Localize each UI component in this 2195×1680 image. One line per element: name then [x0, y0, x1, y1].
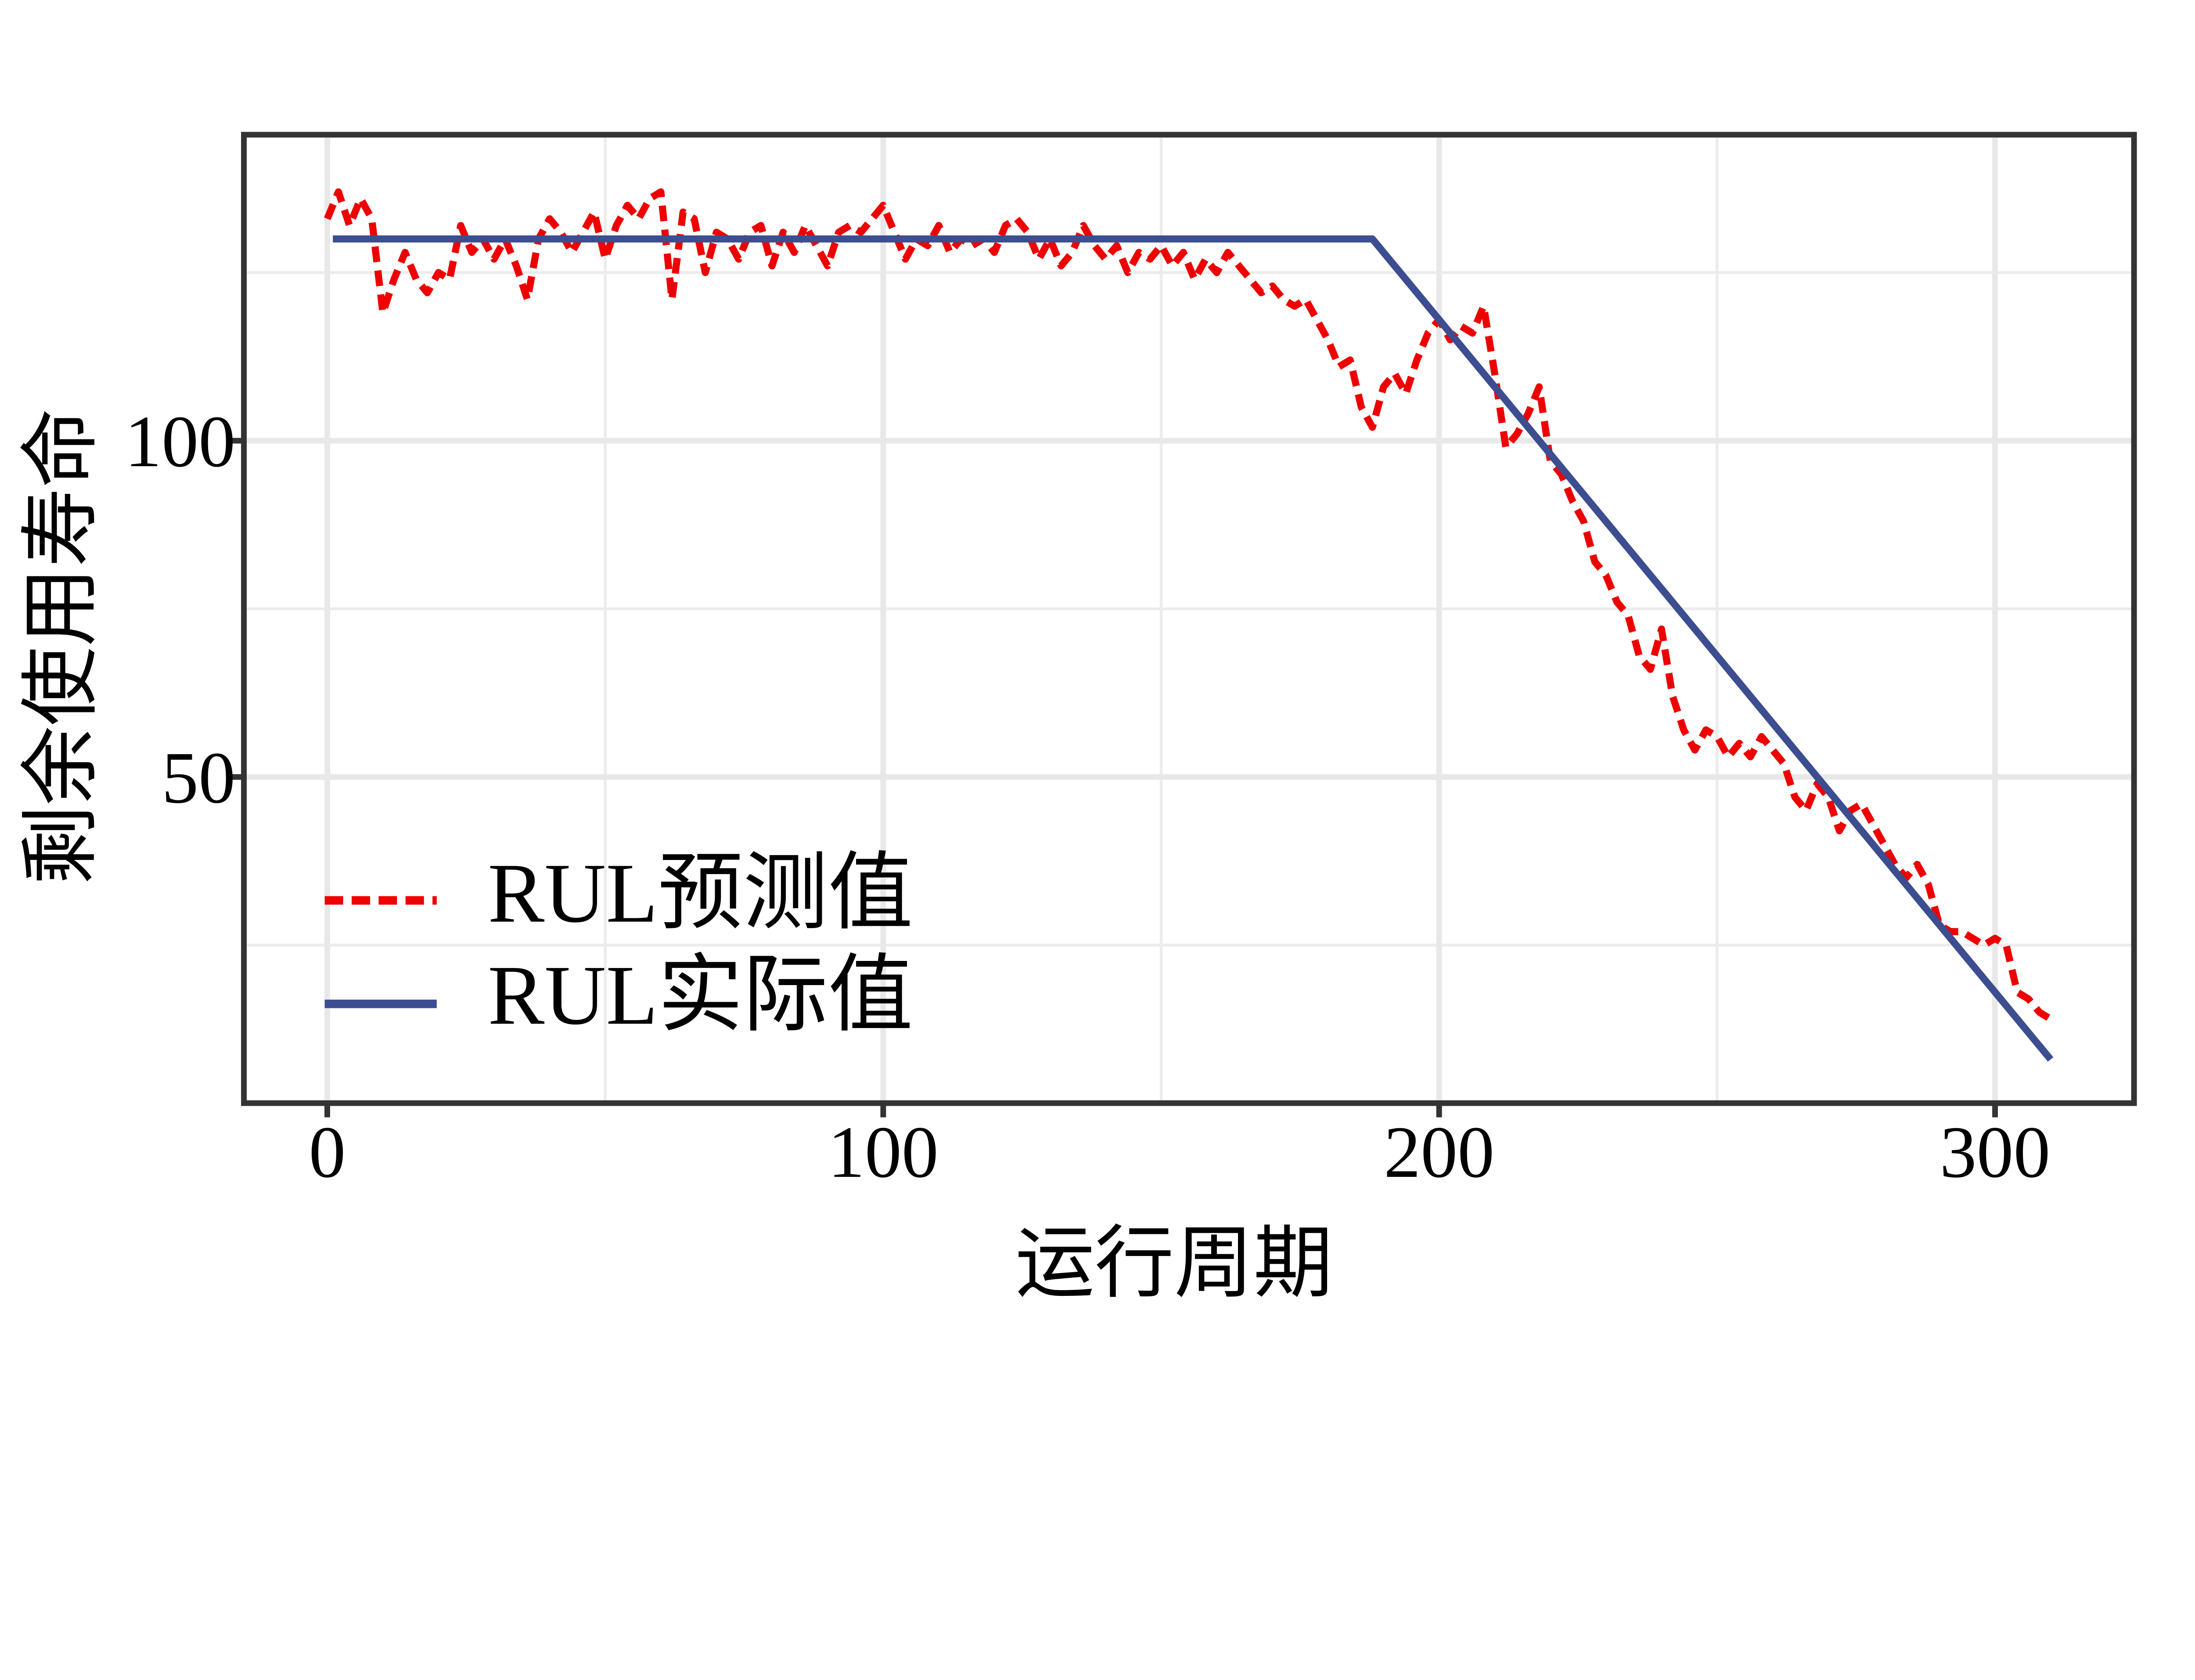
- ticks: 0 100 200 300 50 100: [125, 401, 2050, 1193]
- series-line-predicted: [324, 188, 2053, 1022]
- x-tick-label: 300: [1940, 1112, 2051, 1193]
- legend: RUL预测值 RUL实际值: [324, 845, 913, 1042]
- grid: [244, 134, 2134, 1103]
- plot-frame: [241, 132, 2137, 1106]
- x-tick-label: 200: [1384, 1112, 1494, 1193]
- x-tick-label: 100: [828, 1112, 939, 1193]
- legend-label-actual: RUL实际值: [488, 948, 913, 1042]
- y-tick-label: 50: [162, 737, 235, 819]
- series-layer: [324, 188, 2054, 1062]
- series-line-actual: [333, 235, 2054, 1062]
- chart: 0 100 200 300 50 100 运行周期 剩余使用寿命 RUL预测值 RUL实际…: [18, 132, 2137, 1308]
- x-axis-label: 运行周期: [1015, 1220, 1333, 1308]
- x-tick-label: 0: [309, 1112, 346, 1193]
- y-axis-label: 剩余使用寿命: [18, 408, 105, 885]
- y-tick-label: 100: [125, 401, 235, 482]
- legend-label-predicted: RUL预测值: [488, 845, 913, 940]
